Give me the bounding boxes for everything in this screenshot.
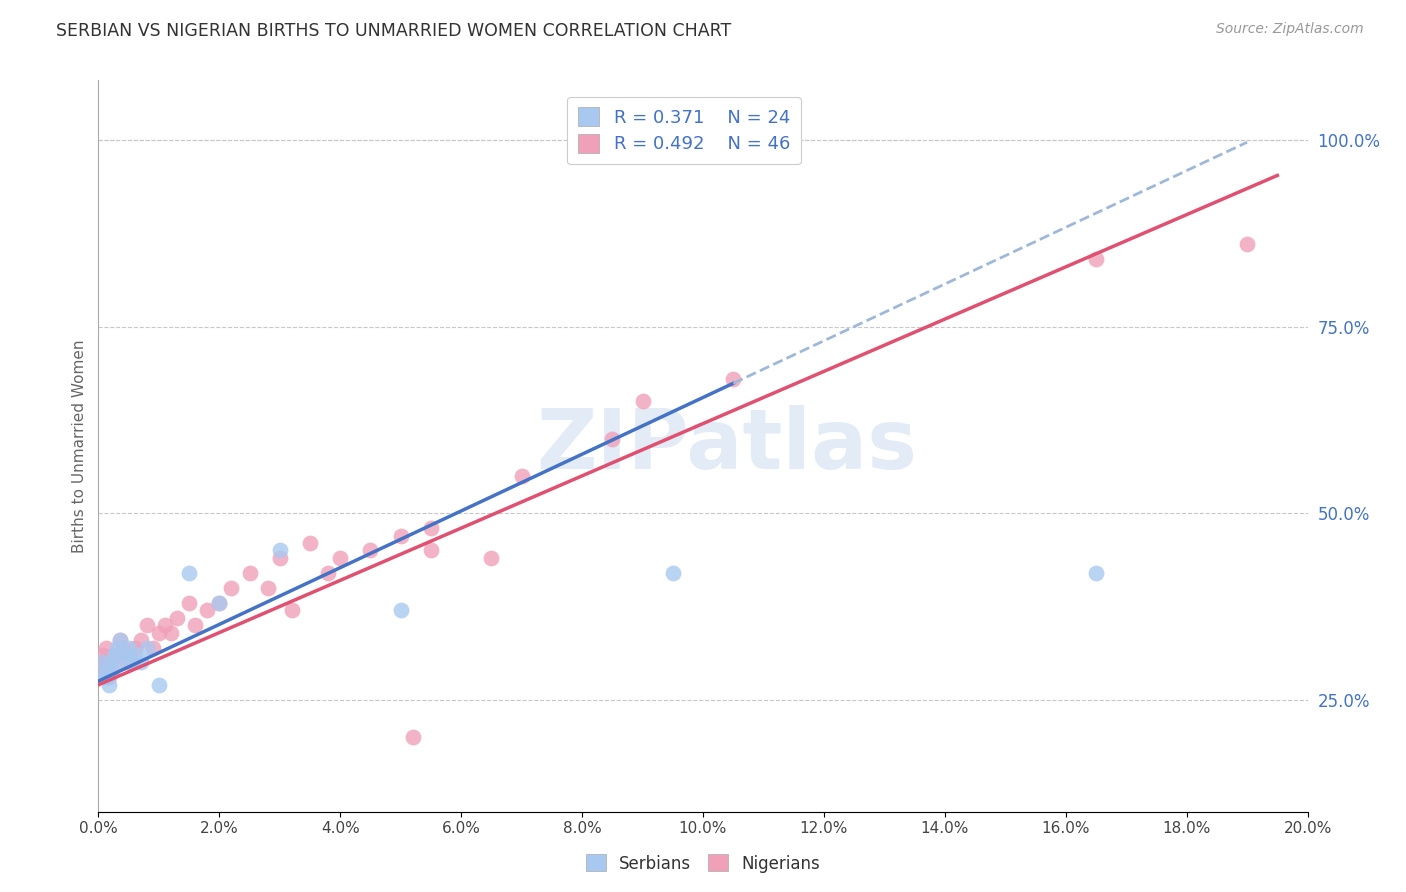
- Point: [96, 670, 118, 684]
- Point: [481, 551, 503, 566]
- Point: [94, 640, 117, 655]
- Point: [160, 625, 183, 640]
- Text: SERBIAN VS NIGERIAN BIRTHS TO UNMARRIED WOMEN CORRELATION CHART: SERBIAN VS NIGERIAN BIRTHS TO UNMARRIED …: [56, 22, 731, 40]
- Point: [269, 551, 291, 566]
- Point: [179, 566, 201, 580]
- Point: [124, 648, 146, 662]
- Point: [93, 670, 115, 684]
- Point: [420, 521, 443, 535]
- Point: [105, 648, 128, 662]
- Point: [114, 648, 136, 662]
- Point: [121, 656, 143, 670]
- Y-axis label: Births to Unmarried Women: Births to Unmarried Women: [72, 339, 87, 553]
- Point: [96, 656, 118, 670]
- Point: [389, 603, 412, 617]
- Point: [90, 656, 112, 670]
- Point: [118, 648, 141, 662]
- Point: [166, 610, 188, 624]
- Point: [723, 372, 745, 386]
- Point: [121, 656, 143, 670]
- Point: [108, 633, 131, 648]
- Point: [1236, 237, 1258, 252]
- Legend: Serbians, Nigerians: Serbians, Nigerians: [579, 847, 827, 880]
- Point: [195, 603, 218, 617]
- Point: [602, 432, 624, 446]
- Point: [148, 678, 170, 692]
- Point: [135, 640, 157, 655]
- Point: [256, 581, 278, 595]
- Point: [299, 536, 322, 550]
- Point: [124, 640, 146, 655]
- Point: [360, 543, 382, 558]
- Point: [90, 656, 112, 670]
- Point: [103, 648, 125, 662]
- Point: [91, 648, 114, 662]
- Point: [100, 663, 122, 677]
- Point: [329, 551, 352, 566]
- Point: [129, 656, 152, 670]
- Point: [420, 543, 443, 558]
- Legend: R = 0.371    N = 24, R = 0.492    N = 46: R = 0.371 N = 24, R = 0.492 N = 46: [567, 96, 801, 164]
- Point: [111, 656, 134, 670]
- Text: Source: ZipAtlas.com: Source: ZipAtlas.com: [1216, 22, 1364, 37]
- Point: [105, 640, 128, 655]
- Point: [402, 730, 425, 744]
- Point: [108, 633, 131, 648]
- Point: [208, 596, 231, 610]
- Point: [389, 528, 412, 542]
- Point: [103, 648, 125, 662]
- Point: [316, 566, 339, 580]
- Point: [184, 618, 207, 632]
- Point: [1085, 252, 1108, 267]
- Point: [100, 656, 122, 670]
- Point: [129, 633, 152, 648]
- Point: [94, 663, 117, 677]
- Point: [208, 596, 231, 610]
- Point: [221, 581, 243, 595]
- Point: [98, 670, 121, 684]
- Text: ZIPatlas: ZIPatlas: [537, 406, 918, 486]
- Point: [135, 618, 157, 632]
- Point: [98, 678, 121, 692]
- Point: [114, 656, 136, 670]
- Point: [269, 543, 291, 558]
- Point: [148, 625, 170, 640]
- Point: [661, 566, 683, 580]
- Point: [153, 618, 176, 632]
- Point: [111, 640, 134, 655]
- Point: [631, 394, 654, 409]
- Point: [100, 663, 122, 677]
- Point: [93, 663, 115, 677]
- Point: [510, 468, 533, 483]
- Point: [1085, 566, 1108, 580]
- Point: [179, 596, 201, 610]
- Point: [239, 566, 262, 580]
- Point: [281, 603, 304, 617]
- Point: [142, 640, 165, 655]
- Point: [118, 640, 141, 655]
